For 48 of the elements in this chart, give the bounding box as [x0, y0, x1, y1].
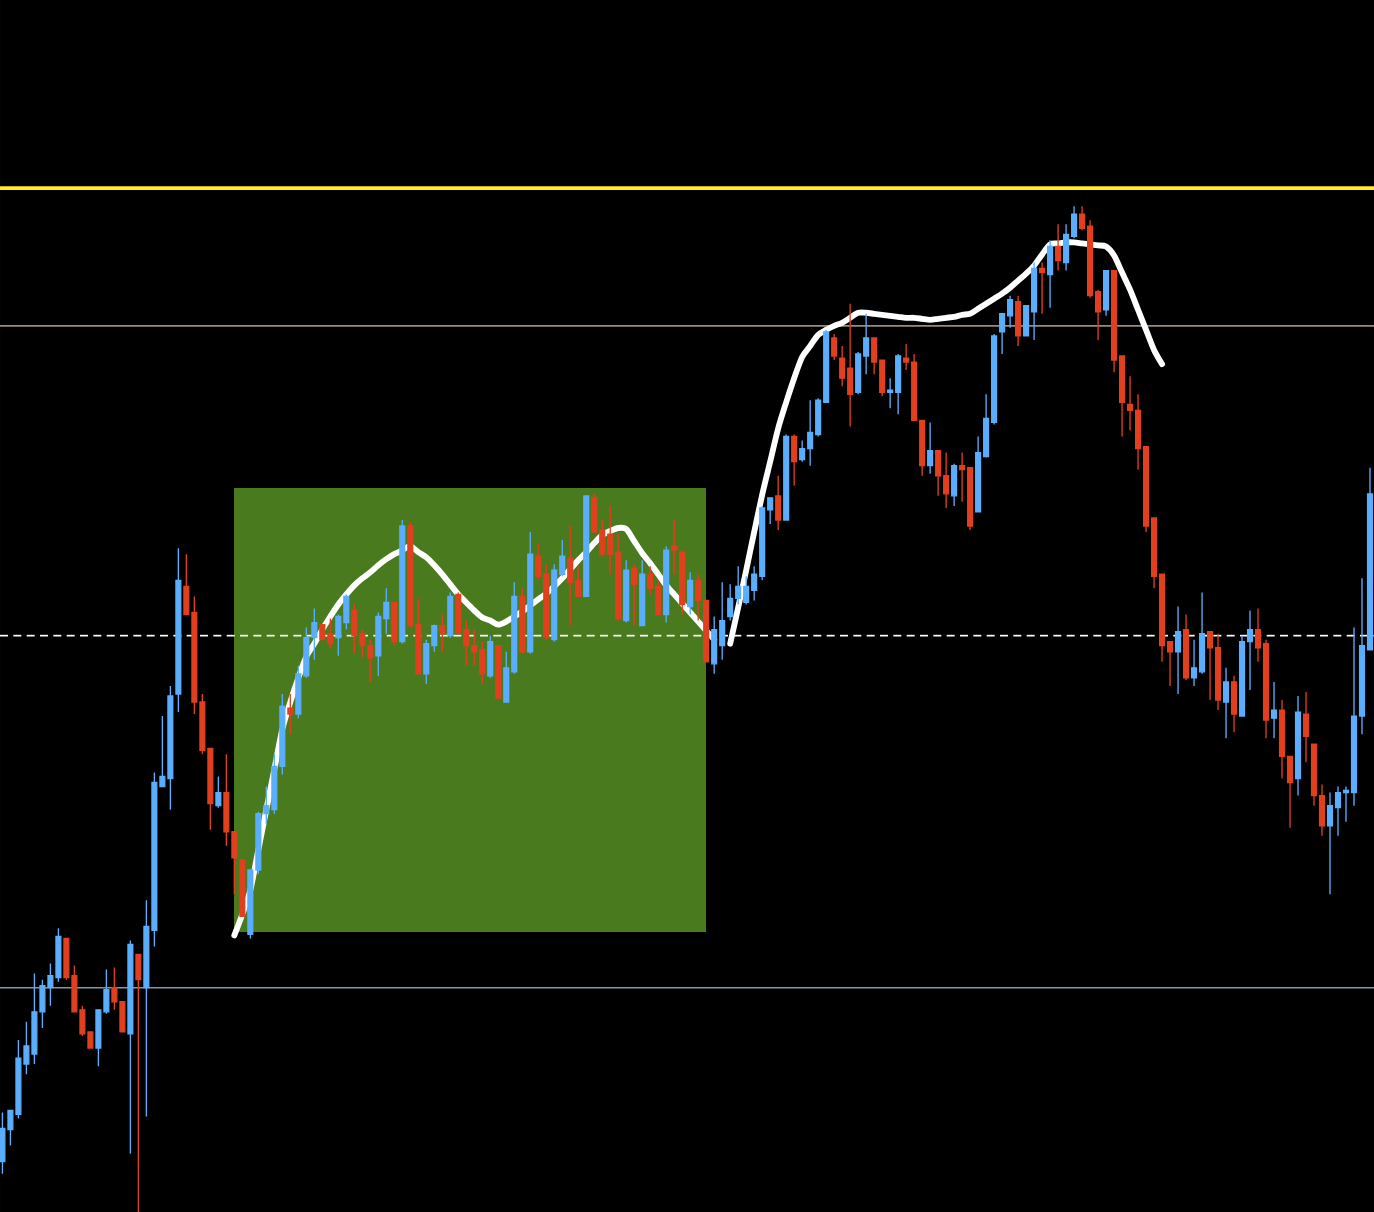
candlestick [847, 303, 854, 428]
candlestick [1174, 605, 1182, 695]
candlestick [679, 549, 686, 616]
candlestick [527, 531, 534, 655]
candlestick [519, 587, 526, 655]
candlestick [895, 353, 902, 416]
candlestick [175, 547, 182, 713]
candlestick [623, 559, 630, 624]
candlestick [327, 617, 334, 649]
candlestick [495, 645, 502, 699]
candlestick [1182, 613, 1190, 681]
candlestick [239, 859, 246, 917]
candlestick [1230, 675, 1238, 733]
candlestick [399, 519, 406, 645]
candlestick [391, 601, 398, 647]
candlestick [1103, 269, 1110, 317]
candlestick [807, 399, 814, 467]
candlestick [831, 333, 838, 361]
candlestick [951, 462, 958, 507]
candlestick [1270, 681, 1278, 739]
candlestick [943, 451, 950, 509]
candlestick [1015, 295, 1022, 347]
candlestick [215, 775, 222, 809]
candlestick [639, 559, 646, 627]
candlestick [1039, 261, 1046, 315]
candlestick [287, 693, 294, 735]
candlestick [791, 433, 798, 487]
candlestick [319, 623, 326, 641]
candlestick [487, 634, 494, 679]
candlestick [1326, 791, 1334, 895]
candlestick [0, 1111, 6, 1175]
candlestick [1031, 261, 1038, 341]
candlestick [663, 545, 670, 624]
candlestick [775, 475, 782, 531]
candlestick [927, 421, 934, 475]
candlestick [1047, 239, 1054, 309]
candlestick [783, 433, 790, 521]
candlestick [583, 495, 590, 598]
candlestick [1214, 632, 1222, 711]
candlestick [687, 571, 694, 616]
candlestick [167, 685, 174, 811]
candlestick [127, 939, 134, 1155]
candlestick [1294, 695, 1302, 797]
candlestick [351, 603, 358, 655]
candlestick [1302, 691, 1310, 764]
candlestick [1222, 667, 1230, 739]
candlestick [1055, 223, 1062, 272]
candlestick [447, 591, 454, 639]
